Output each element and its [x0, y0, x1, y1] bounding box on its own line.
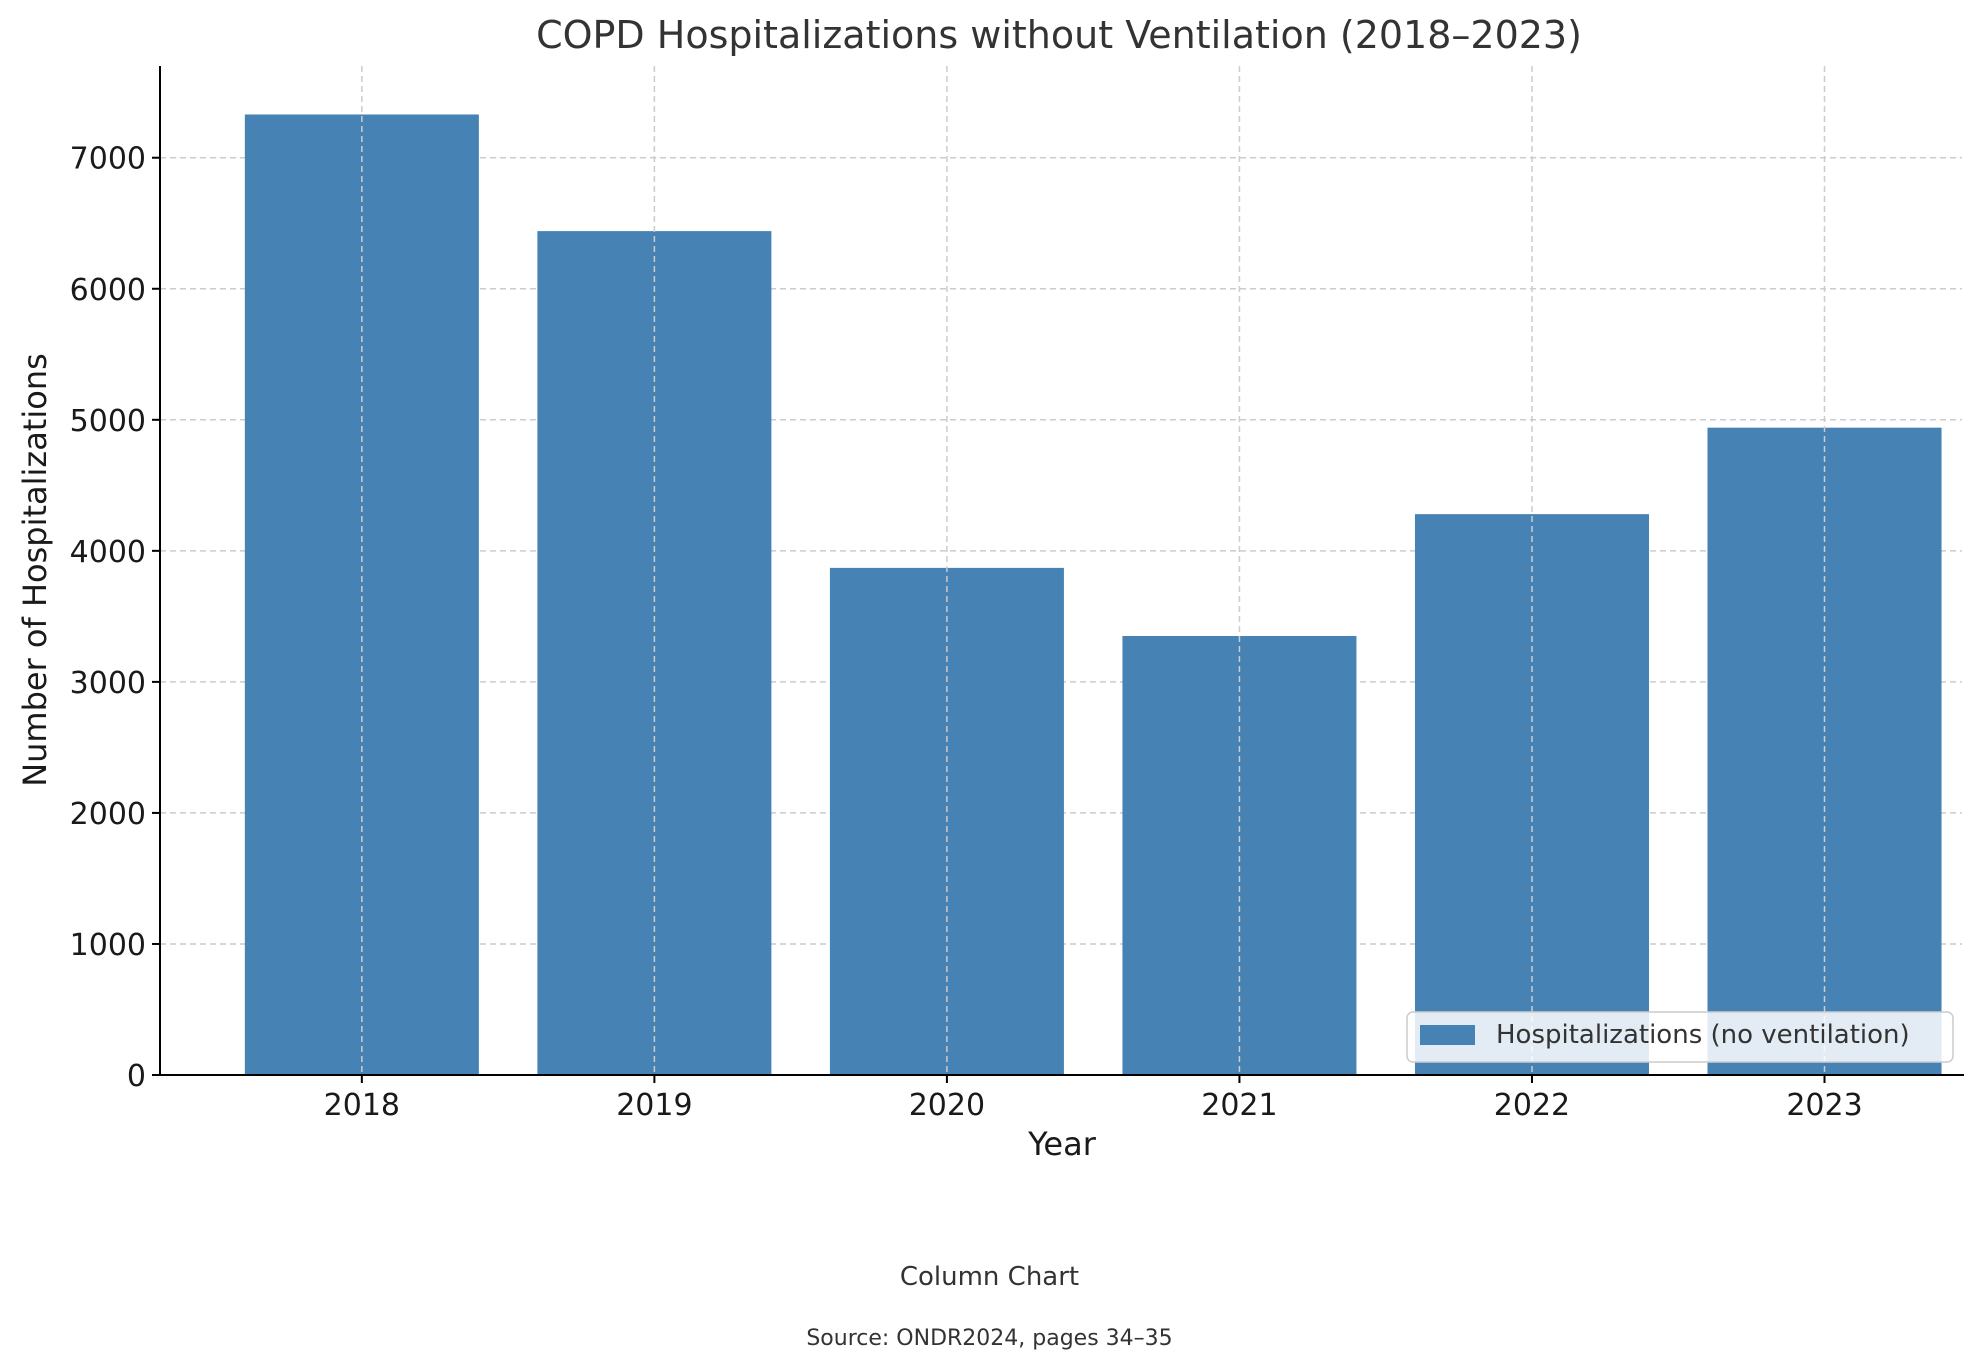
- bar-2018: [244, 114, 479, 1075]
- chart-caption: Column Chart: [899, 1262, 1080, 1292]
- bar-chart: COPD Hospitalizations without Ventilatio…: [16, 13, 1964, 1163]
- chart-title: COPD Hospitalizations without Ventilatio…: [536, 13, 1582, 57]
- chart-source: Source: ONDR2024, pages 34–35: [806, 1326, 1173, 1351]
- y-axis-label: Number of Hospitalizations: [16, 353, 54, 787]
- y-tick-label: 3000: [70, 666, 146, 701]
- x-tick-label: 2020: [909, 1088, 985, 1123]
- x-axis-label: Year: [1027, 1125, 1097, 1163]
- y-tick-label: 5000: [70, 404, 146, 439]
- x-gridlines: [361, 66, 1826, 1075]
- legend-box: [1406, 1011, 1954, 1063]
- y-tick-label: 2000: [70, 797, 146, 832]
- y-tick-label: 4000: [70, 535, 146, 570]
- x-tick-label: 2022: [1494, 1088, 1570, 1123]
- legend-swatch: [1420, 1025, 1475, 1045]
- y-tick-label: 0: [127, 1059, 146, 1094]
- y-tick-label: 6000: [70, 273, 146, 308]
- legend-label: Hospitalizations (no ventilation): [1496, 1020, 1910, 1050]
- y-tick-label: 7000: [70, 142, 146, 177]
- y-tick-label: 1000: [70, 928, 146, 963]
- x-ticks: 2018 2019 2020 2021 2022 2023: [324, 1075, 1863, 1123]
- bars: [244, 114, 1942, 1076]
- x-tick-label: 2023: [1786, 1088, 1862, 1123]
- x-tick-label: 2021: [1201, 1088, 1277, 1123]
- y-ticks: 0 1000 2000 3000 4000 5000 6000 7000: [70, 142, 160, 1094]
- legend: Hospitalizations (no ventilation): [1406, 1011, 1954, 1063]
- x-tick-label: 2018: [324, 1088, 400, 1123]
- x-tick-label: 2019: [616, 1088, 692, 1123]
